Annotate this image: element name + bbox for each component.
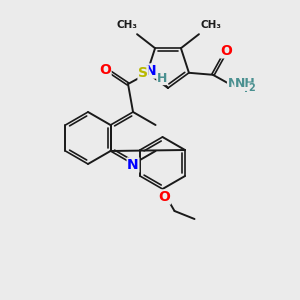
Text: 2: 2 bbox=[248, 83, 255, 93]
Text: CH₃: CH₃ bbox=[117, 20, 138, 30]
Text: O: O bbox=[159, 190, 170, 204]
Text: O: O bbox=[220, 44, 232, 58]
Text: NH: NH bbox=[227, 77, 248, 90]
Text: H: H bbox=[244, 84, 254, 94]
Text: O: O bbox=[99, 63, 111, 77]
Text: N: N bbox=[127, 158, 139, 172]
Text: NH: NH bbox=[235, 77, 256, 90]
Text: CH₃: CH₃ bbox=[200, 20, 221, 30]
Text: N: N bbox=[145, 64, 157, 78]
Text: S: S bbox=[138, 66, 148, 80]
Text: H: H bbox=[157, 71, 167, 85]
